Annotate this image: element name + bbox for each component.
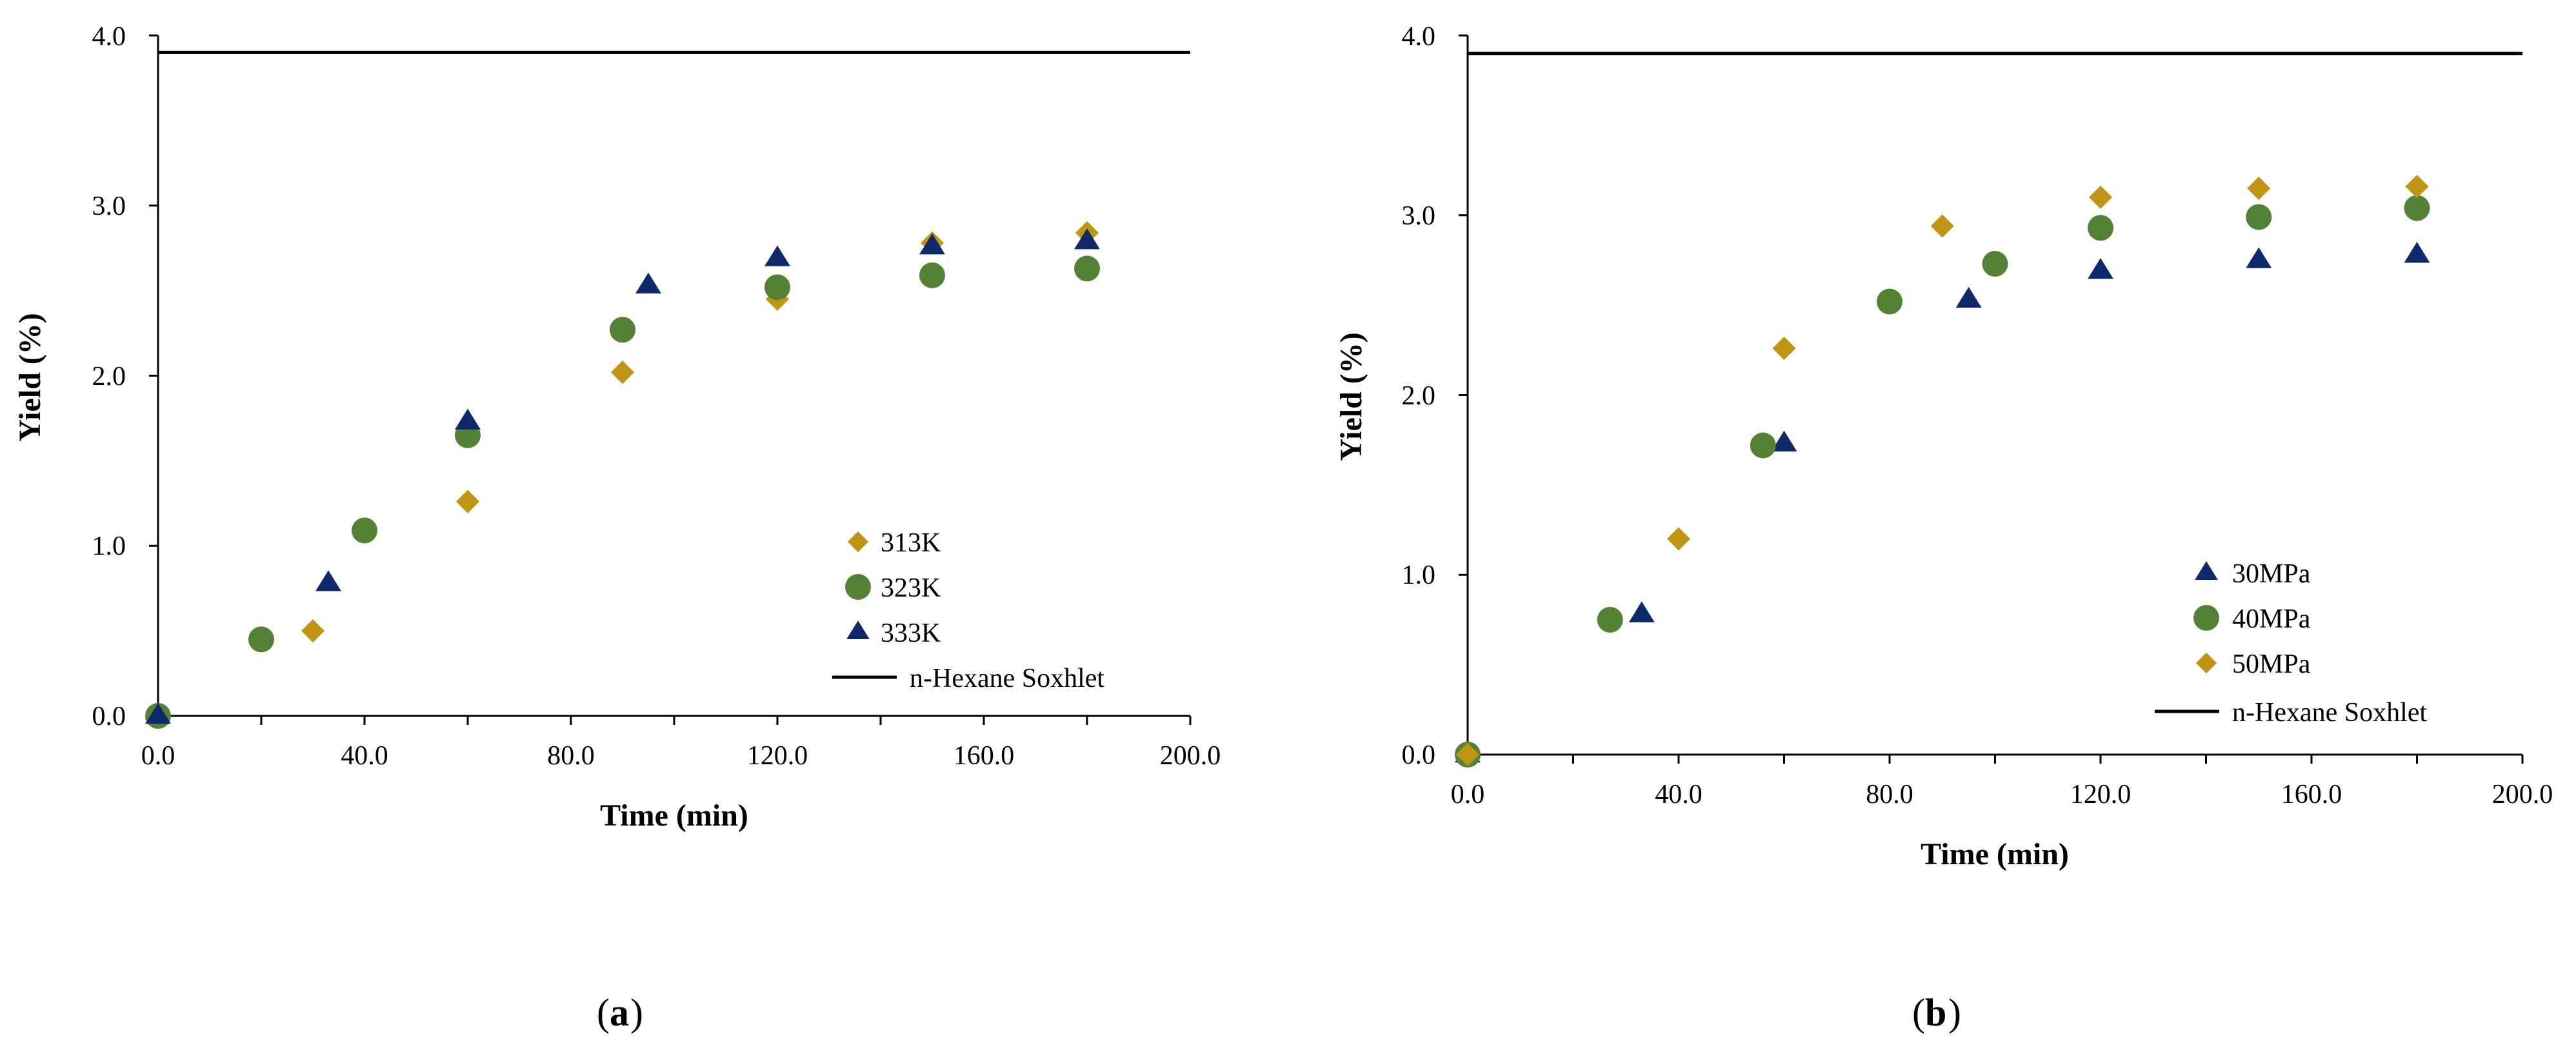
chart-a-point-323K <box>1074 255 1100 282</box>
chart-a-legend-symbol-333K <box>846 620 870 639</box>
chart-a-legend-label: n-Hexane Soxhlet <box>910 664 1104 693</box>
chart-b-point-50MPa <box>2088 185 2113 209</box>
chart-a-point-333K <box>1074 228 1100 250</box>
chart-a-point-323K <box>610 317 635 343</box>
chart-b: 0.0 40.0 80.0 120.0 160.0 200.0 0.0 1.0 … <box>1334 22 2553 1034</box>
chart-b-xlabel: Time (min) <box>1921 837 2069 871</box>
chart-b-point-50MPa <box>1772 336 1796 361</box>
chart-b-point-30MPa <box>2246 247 2272 268</box>
chart-a-panel-open-paren: ( <box>597 991 610 1034</box>
chart-a-axes <box>157 35 1190 717</box>
chart-b-point-40MPa <box>1597 606 1623 633</box>
chart-b-point-40MPa <box>2088 215 2113 241</box>
chart-b-point-40MPa <box>1877 288 1902 315</box>
chart-b-point-40MPa <box>1982 251 2008 277</box>
chart-a-legend-symbols <box>845 531 871 639</box>
chart-b-point-30MPa <box>1955 286 1982 308</box>
chart-b-xtick-label: 160.0 <box>2281 780 2342 809</box>
chart-a-ytick-label: 4.0 <box>92 22 126 52</box>
chart-a-point-313K <box>301 619 325 643</box>
chart-b-point-50MPa <box>1666 527 1691 551</box>
chart-a-point-313K <box>610 361 635 384</box>
chart-a-xtick-label: 200.0 <box>1160 741 1221 771</box>
chart-b-point-50MPa <box>1455 742 1480 767</box>
chart-b-point-50MPa <box>2405 175 2429 199</box>
chart-a-xlabel: Time (min) <box>600 798 748 833</box>
chart-b-legend-label: 40MPa <box>2232 604 2311 634</box>
chart-a-marks <box>145 221 1100 729</box>
chart-b-point-30MPa <box>1628 601 1655 622</box>
chart-b-legend-symbol-50MPa <box>2195 652 2217 674</box>
chart-b-xtick-label: 120.0 <box>2070 780 2132 809</box>
chart-b-point-40MPa <box>2246 204 2272 230</box>
chart-a-point-333K <box>145 702 171 724</box>
chart-a-ylabel: Yield (%) <box>13 313 47 442</box>
chart-a-point-323K <box>919 262 945 288</box>
chart-b-point-50MPa <box>2247 176 2271 200</box>
chart-b-legend-label: 30MPa <box>2232 559 2311 589</box>
chart-b-panel-open-paren: ( <box>1912 991 1925 1034</box>
chart-b-ticks <box>1459 34 2524 764</box>
chart-b-ytick-label: 3.0 <box>1402 201 1436 231</box>
chart-a-xtick-label: 40.0 <box>341 741 388 771</box>
chart-b-legend-symbol-30MPa <box>2195 561 2218 580</box>
chart-a-point-323K <box>764 274 790 301</box>
chart-a-point-333K <box>315 570 341 591</box>
chart-b-ytick-label: 1.0 <box>1402 560 1436 590</box>
chart-a-legend-symbol-323K <box>845 574 871 600</box>
chart-b-axes <box>1466 35 2522 756</box>
chart-a-panel-close-paren: ) <box>630 991 643 1034</box>
chart-a-point-333K <box>764 245 790 266</box>
chart-a: 0.0 40.0 80.0 120.0 160.0 200.0 0.0 1.0 … <box>13 22 1221 1034</box>
chart-a-point-333K <box>635 272 661 293</box>
chart-b-ytick-label: 4.0 <box>1402 22 1436 52</box>
chart-b-ylabel: Yield (%) <box>1334 332 1368 461</box>
chart-b-marks <box>1455 175 2430 768</box>
chart-b-xtick-label: 80.0 <box>1866 780 1913 809</box>
chart-a-legend-symbol-313K <box>847 531 869 553</box>
chart-b-point-30MPa <box>2088 258 2113 279</box>
chart-a-xtick-label: 0.0 <box>141 741 175 771</box>
chart-a-point-323K <box>248 626 274 653</box>
chart-a-point-333K <box>919 233 945 255</box>
chart-b-legend-symbol-40MPa <box>2193 605 2219 631</box>
chart-a-ytick-label: 3.0 <box>92 192 126 221</box>
chart-b-point-50MPa <box>1930 214 1954 238</box>
chart-a-legend-label: 333K <box>881 619 941 648</box>
chart-a-ticks <box>149 34 1192 725</box>
chart-a-legend: 313K 323K 333K n-Hexane Soxhlet <box>832 528 1104 693</box>
chart-b-ytick-label: 2.0 <box>1402 381 1436 411</box>
chart-b-point-30MPa <box>1771 430 1797 452</box>
chart-b-legend-label: 50MPa <box>2232 649 2311 679</box>
chart-a-xtick-label: 120.0 <box>747 741 808 771</box>
chart-a-xtick-label: 160.0 <box>954 741 1015 771</box>
chart-a-ytick-label: 0.0 <box>92 702 126 731</box>
chart-b-point-30MPa <box>2404 242 2430 263</box>
chart-a-ytick-label: 2.0 <box>92 362 126 391</box>
chart-b-legend: 30MPa 40MPa 50MPa n-Hexane Soxhlet <box>2155 559 2427 728</box>
chart-b-xtick-label: 200.0 <box>2492 780 2553 809</box>
chart-b-point-40MPa <box>1750 432 1776 459</box>
chart-b-legend-label: n-Hexane Soxhlet <box>2232 698 2427 728</box>
chart-b-point-40MPa <box>2404 195 2430 221</box>
chart-a-point-313K <box>455 490 480 513</box>
chart-a-panel-label: a <box>610 991 629 1034</box>
chart-a-point-323K <box>352 517 377 544</box>
chart-a-legend-label: 323K <box>881 573 941 603</box>
chart-b-panel-close-paren: ) <box>1948 991 1961 1034</box>
chart-b-xtick-label: 40.0 <box>1655 780 1702 809</box>
chart-b-legend-symbols <box>2193 561 2219 674</box>
chart-b-ytick-label: 0.0 <box>1402 740 1436 770</box>
chart-a-ytick-label: 1.0 <box>92 531 126 561</box>
chart-a-xtick-label: 80.0 <box>547 741 595 771</box>
chart-b-panel-label: b <box>1925 991 1946 1034</box>
chart-b-xtick-label: 0.0 <box>1451 780 1485 809</box>
chart-a-legend-label: 313K <box>881 528 941 558</box>
chart-a-point-333K <box>455 408 481 430</box>
